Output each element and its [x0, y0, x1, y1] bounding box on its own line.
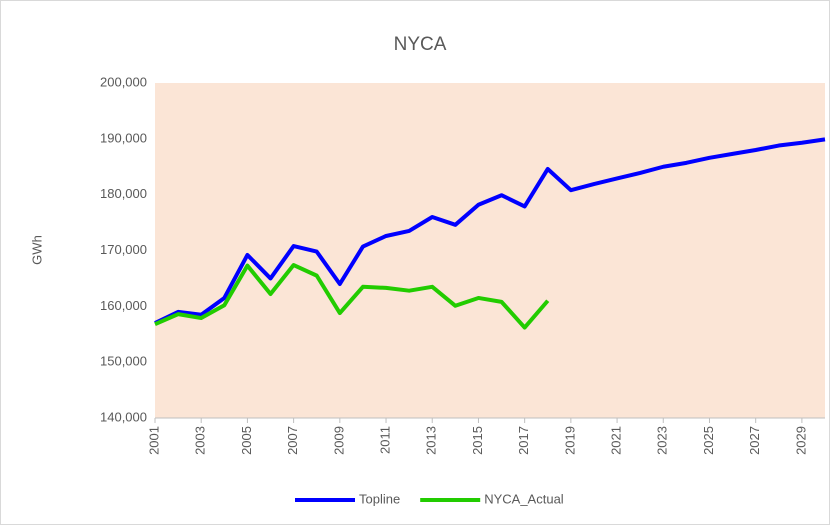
x-tick-label: 2023 — [655, 426, 670, 455]
legend-label: NYCA_Actual — [484, 491, 564, 506]
y-tick-label: 160,000 — [100, 298, 147, 313]
x-tick-label: 2003 — [193, 426, 208, 455]
x-tick-label: 2029 — [793, 426, 808, 455]
x-tick-label: 2007 — [285, 426, 300, 455]
y-axis-label: GWh — [29, 235, 44, 265]
x-tick-label: 2001 — [146, 426, 161, 455]
x-tick-label: 2021 — [609, 426, 624, 455]
y-tick-label: 200,000 — [100, 74, 147, 89]
x-tick-label: 2015 — [470, 426, 485, 455]
x-tick-label: 2009 — [331, 426, 346, 455]
y-tick-label: 170,000 — [100, 242, 147, 257]
chart-title: NYCA — [394, 34, 447, 55]
y-tick-label: 180,000 — [100, 186, 147, 201]
legend-label: Topline — [359, 491, 400, 506]
x-tick-label: 2027 — [747, 426, 762, 455]
x-tick-label: 2005 — [239, 426, 254, 455]
series-line — [154, 263, 550, 330]
series-line — [154, 137, 826, 325]
y-tick-label: 150,000 — [100, 354, 147, 369]
x-tick-label: 2019 — [562, 426, 577, 455]
x-tick-label: 2025 — [701, 426, 716, 455]
plot-area — [155, 83, 825, 418]
x-tick-label: 2017 — [516, 426, 531, 455]
x-tick-label: 2013 — [424, 426, 439, 455]
y-tick-label: 190,000 — [100, 130, 147, 145]
y-tick-label: 140,000 — [100, 409, 147, 424]
x-tick-label: 2011 — [377, 426, 392, 454]
